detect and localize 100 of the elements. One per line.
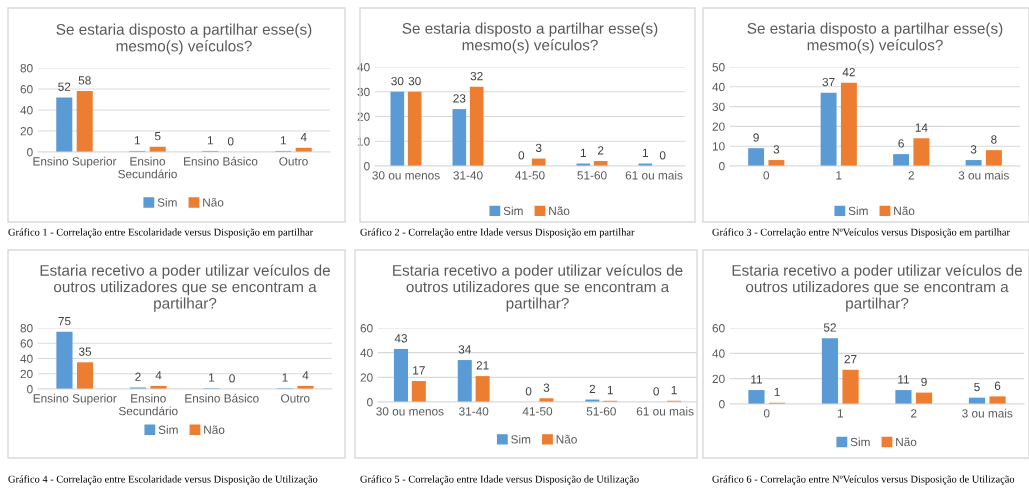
data-label: 32 bbox=[470, 71, 483, 81]
x-tick-label: Ensino Secundário bbox=[118, 393, 178, 416]
text: Gráfico 5 - Correlação entre Idade versus Disposição de Utilização bbox=[360, 475, 639, 485]
x-tick-label: 30 ou menos bbox=[372, 171, 440, 180]
data-label: 3 bbox=[773, 145, 780, 154]
x-tick-label: Ensino Secundário bbox=[118, 156, 177, 179]
data-label: 0 bbox=[227, 137, 234, 146]
data-label: 2 bbox=[589, 384, 596, 393]
y-tick-label: 30 bbox=[712, 102, 725, 111]
data-label: 1 bbox=[671, 386, 677, 395]
text: Gráfico 4 - Correlação entre Escolaridade versus Disposição de Utilização bbox=[8, 475, 318, 485]
x-tick-label: Ensino Superior bbox=[33, 393, 117, 405]
data-label: 42 bbox=[842, 67, 855, 77]
data-label: 11 bbox=[751, 375, 763, 384]
x-tick-label: 51-60 bbox=[586, 407, 616, 416]
x-tick-label: 41-50 bbox=[522, 407, 553, 416]
data-label: 2 bbox=[135, 372, 141, 381]
data-label: 3 bbox=[535, 143, 542, 153]
legend-label: Sim bbox=[511, 434, 531, 444]
data-label: 37 bbox=[822, 77, 835, 87]
y-tick-label: 0 bbox=[27, 148, 33, 157]
text: Gráfico 1 - Correlação entre Escolaridade versus Disposição em partilhar bbox=[8, 228, 314, 238]
data-label: 9 bbox=[753, 133, 759, 142]
chart-title: Se estaria disposto a partilhar esse(s) mesmo(s) veículos? bbox=[56, 23, 312, 55]
data-label: 5 bbox=[974, 382, 980, 392]
y-tick-label: 20 bbox=[712, 122, 725, 131]
x-tick-label: 51-60 bbox=[577, 171, 607, 180]
y-tick-label: 20 bbox=[360, 373, 373, 382]
x-tick-label: 0 bbox=[763, 409, 770, 418]
data-label: 52 bbox=[58, 82, 71, 91]
y-tick-label: 20 bbox=[357, 112, 370, 121]
x-tick-label: Outro bbox=[279, 157, 308, 166]
chart-title: Se estaria disposto a partilhar esse(s) mesmo(s) veículos? bbox=[747, 22, 1003, 54]
legend-label: Sim bbox=[503, 206, 523, 216]
x-tick-label: 61 ou mais bbox=[636, 406, 694, 416]
data-label: 23 bbox=[453, 94, 466, 103]
x-tick-label: 1 bbox=[836, 171, 842, 180]
y-tick-label: 60 bbox=[712, 324, 725, 333]
x-tick-label: Ensino Superior bbox=[33, 156, 117, 168]
y-tick-label: 10 bbox=[712, 142, 725, 151]
data-label: 11 bbox=[898, 375, 910, 384]
text: Gráfico 6 - Correlação entre NºVeículos versus Disposição de Utilização bbox=[712, 475, 1015, 485]
y-tick-label: 30 bbox=[357, 87, 370, 97]
x-tick-label: 41-50 bbox=[515, 171, 545, 180]
x-tick-label: 3 ou mais bbox=[958, 170, 1009, 180]
data-label: 1 bbox=[607, 386, 613, 395]
data-label: 4 bbox=[155, 371, 162, 380]
x-tick-label: 1 bbox=[837, 409, 843, 418]
x-tick-label: Outro bbox=[281, 394, 310, 403]
data-label: 0 bbox=[525, 387, 532, 396]
chart-title: Estaria recetivo a poder utilizar veículos de outros utilizadores que se encontram a partilhar? bbox=[40, 264, 330, 312]
legend-label: Não bbox=[896, 437, 917, 447]
legend-label: Não bbox=[556, 434, 577, 444]
legend-label: Sim bbox=[850, 437, 870, 447]
y-tick-label: 40 bbox=[357, 63, 370, 72]
data-label: 43 bbox=[394, 334, 408, 343]
legend-label: Sim bbox=[157, 197, 177, 207]
x-tick-label: Ensino Básico bbox=[184, 156, 258, 166]
data-label: 1 bbox=[642, 148, 649, 157]
data-label: 1 bbox=[134, 136, 140, 145]
y-tick-label: 20 bbox=[712, 374, 725, 384]
data-label: 5 bbox=[154, 132, 161, 141]
data-label: 30 bbox=[408, 76, 421, 86]
y-tick-label: 60 bbox=[20, 339, 33, 348]
data-label: 0 bbox=[653, 387, 659, 396]
x-tick-label: 0 bbox=[763, 171, 770, 180]
data-label: 1 bbox=[280, 136, 286, 145]
data-label: 4 bbox=[300, 133, 307, 142]
data-label: 3 bbox=[970, 145, 977, 154]
text: Gráfico 3 - Correlação entre NºVeículos versus Disposição em partilhar bbox=[712, 228, 1010, 238]
data-label: 6 bbox=[994, 381, 1001, 390]
data-label: 1 bbox=[580, 148, 587, 157]
y-tick-label: 80 bbox=[20, 324, 33, 333]
legend-label: Não bbox=[549, 206, 570, 216]
data-label: 0 bbox=[229, 374, 235, 383]
x-tick-label: 3 ou mais bbox=[962, 408, 1013, 418]
chart-title: Estaria recetivo a poder utilizar veículos de outros utilizadores que se encontram a partilhar? bbox=[393, 264, 683, 312]
data-label: 21 bbox=[476, 361, 489, 370]
data-label: 27 bbox=[844, 354, 857, 364]
legend-label: Não bbox=[894, 206, 915, 216]
data-label: 1 bbox=[209, 373, 215, 382]
x-tick-label: 61 ou mais bbox=[625, 170, 683, 180]
y-tick-label: 80 bbox=[20, 64, 33, 73]
y-tick-label: 40 bbox=[712, 82, 725, 92]
y-tick-label: 40 bbox=[20, 354, 33, 363]
data-label: 6 bbox=[898, 139, 904, 148]
x-tick-label: 30 ou menos bbox=[376, 407, 444, 416]
text: Gráfico 2 - Correlação entre Idade versus Disposição em partilhar bbox=[360, 228, 635, 238]
data-label: 8 bbox=[991, 135, 997, 144]
data-label: 52 bbox=[823, 323, 836, 332]
data-label: 3 bbox=[543, 383, 550, 392]
x-tick-label: Ensino Básico bbox=[185, 393, 259, 403]
y-tick-label: 20 bbox=[20, 369, 33, 379]
y-tick-label: 0 bbox=[27, 385, 33, 394]
y-tick-label: 60 bbox=[360, 324, 373, 333]
data-label: 1 bbox=[207, 136, 213, 145]
chart-title: Se estaria disposto a partilhar esse(s) mesmo(s) veículos? bbox=[402, 22, 658, 54]
data-label: 9 bbox=[921, 377, 927, 387]
chart-title: Estaria recetivo a poder utilizar veículos de outros utilizadores que se encontram a partilhar? bbox=[732, 264, 1022, 312]
y-tick-label: 50 bbox=[712, 63, 725, 72]
